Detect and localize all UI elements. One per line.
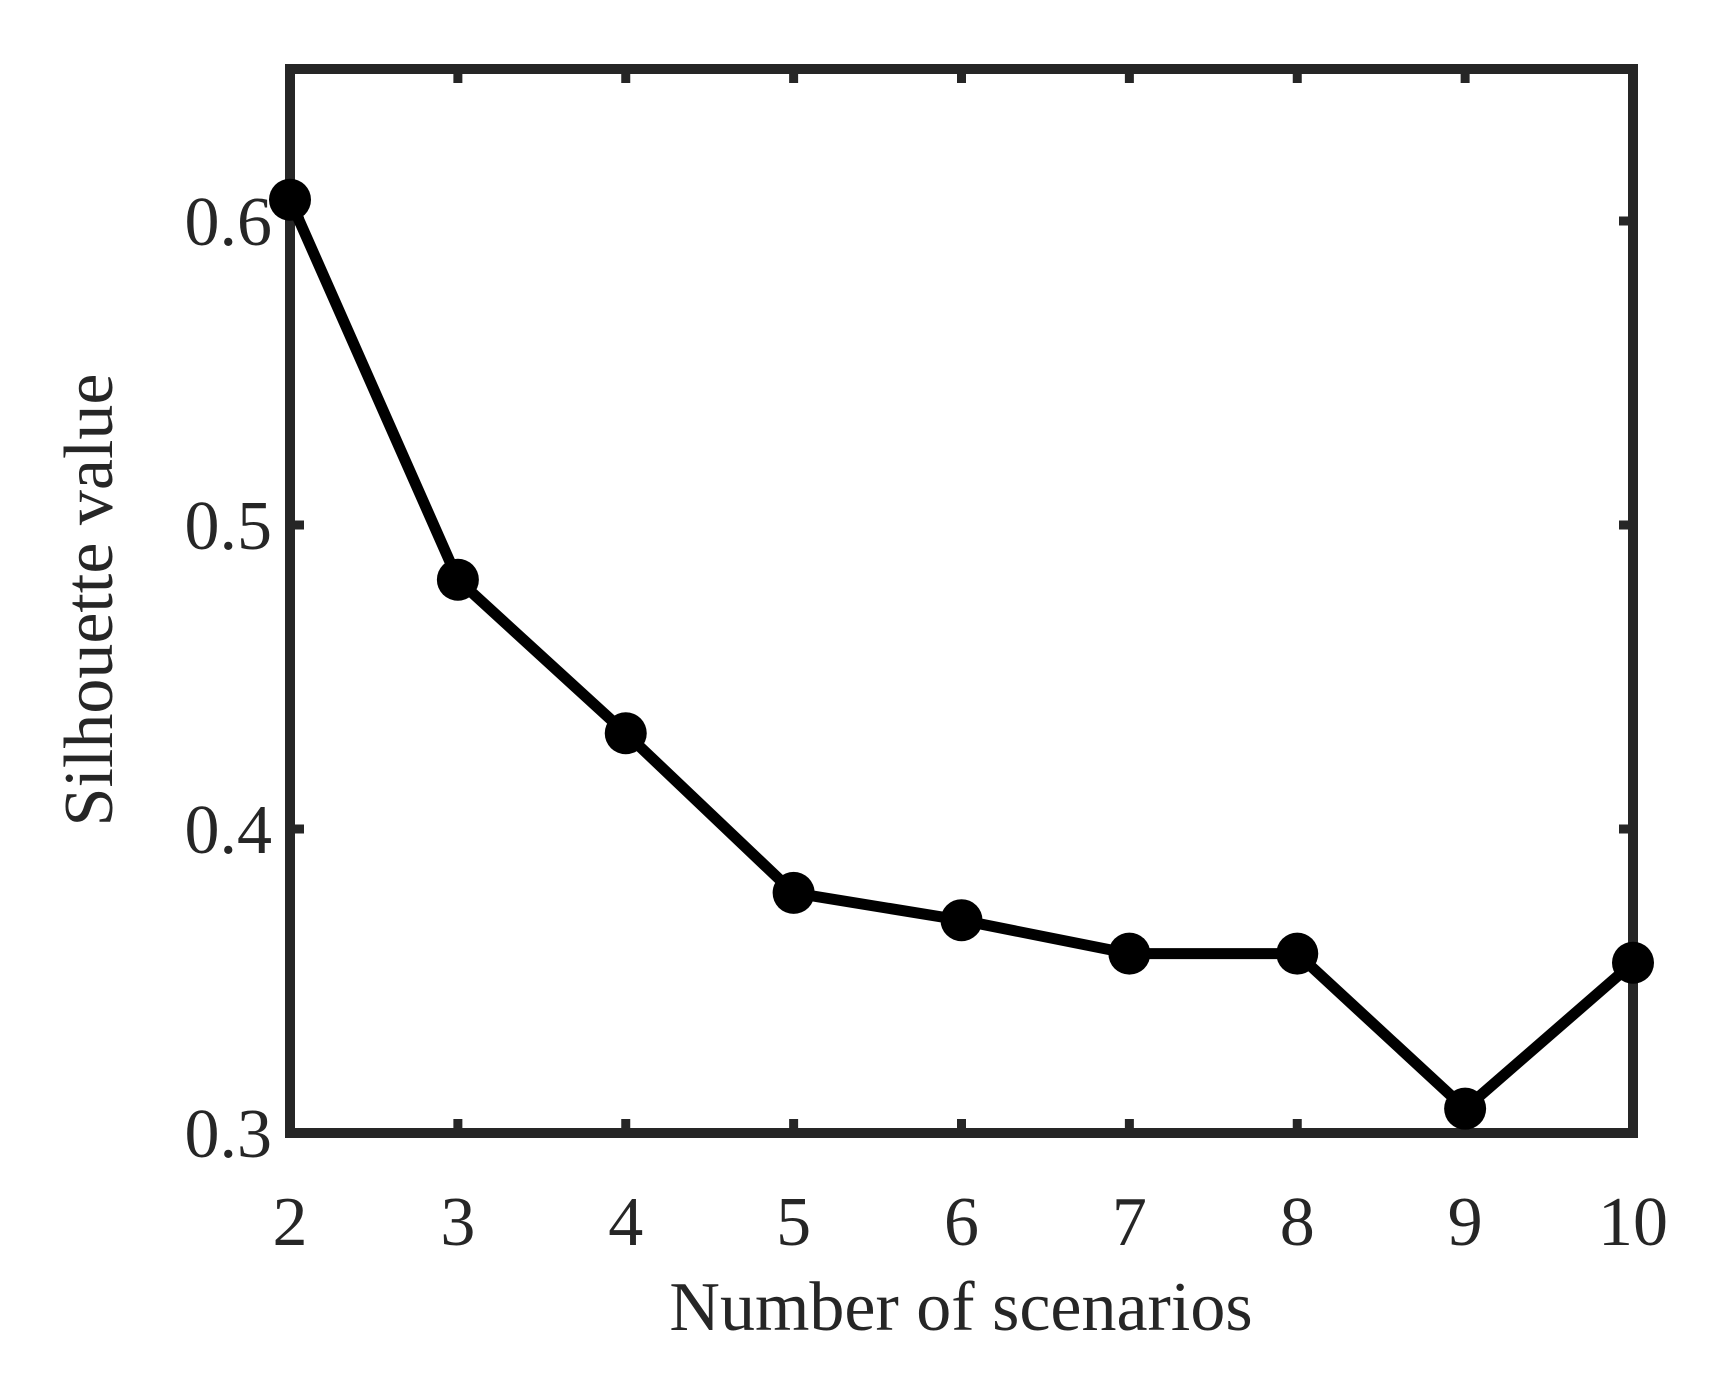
data-point bbox=[772, 871, 815, 914]
x-tick-label: 10 bbox=[1598, 1184, 1668, 1261]
y-tick-label: 0.6 bbox=[185, 184, 273, 261]
x-tick-label: 5 bbox=[776, 1184, 811, 1261]
x-tick-label: 8 bbox=[1280, 1184, 1315, 1261]
x-tick-label: 3 bbox=[440, 1184, 475, 1261]
y-tick-label: 0.5 bbox=[185, 488, 273, 565]
data-point bbox=[1444, 1087, 1487, 1130]
y-tick-label: 0.3 bbox=[185, 1096, 273, 1173]
data-point bbox=[1612, 941, 1654, 984]
data-line bbox=[284, 197, 1637, 1115]
y-axis-label: Silhouette value bbox=[51, 374, 128, 827]
x-tick-label: 7 bbox=[1112, 1184, 1147, 1261]
x-tick-label: 6 bbox=[944, 1184, 979, 1261]
data-point bbox=[1276, 932, 1319, 975]
data-point bbox=[604, 712, 647, 755]
data-point bbox=[269, 178, 311, 221]
plot-frame bbox=[285, 64, 1638, 1138]
x-tick-label: 2 bbox=[273, 1184, 308, 1261]
x-axis-label: Number of scenarios bbox=[669, 1269, 1252, 1346]
data-point bbox=[436, 558, 479, 601]
x-tick-label: 4 bbox=[608, 1184, 643, 1261]
data-point bbox=[940, 899, 983, 942]
y-tick-label: 0.4 bbox=[185, 792, 273, 869]
x-tick-label: 9 bbox=[1448, 1184, 1483, 1261]
data-point bbox=[1108, 932, 1151, 975]
